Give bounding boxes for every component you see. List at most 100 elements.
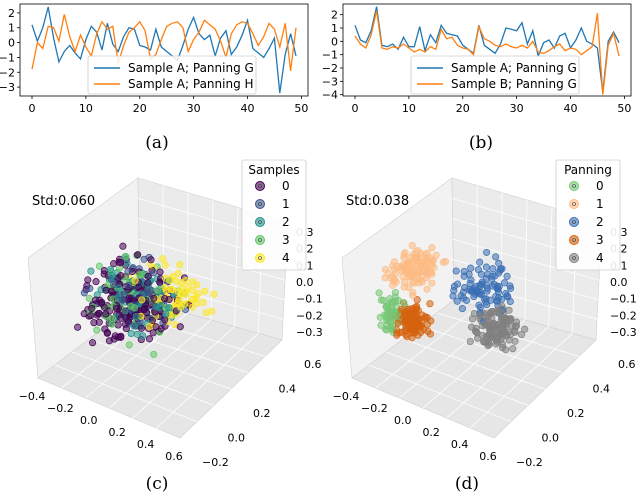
data-point bbox=[119, 242, 127, 250]
data-point bbox=[482, 263, 490, 271]
data-point bbox=[383, 326, 391, 334]
data-point bbox=[382, 303, 390, 311]
data-point bbox=[201, 287, 209, 295]
y-tick-label: −0.2 bbox=[516, 456, 543, 469]
data-point bbox=[377, 321, 385, 329]
x-tick-label: 0.4 bbox=[451, 438, 469, 451]
data-point bbox=[495, 294, 503, 302]
caption-a: (a) bbox=[145, 133, 168, 153]
y-tick-label: −1 bbox=[0, 51, 15, 64]
data-point bbox=[85, 294, 93, 302]
legend-marker bbox=[569, 235, 579, 245]
data-point bbox=[407, 312, 415, 320]
data-point bbox=[476, 258, 484, 266]
data-point bbox=[89, 339, 97, 347]
data-point bbox=[208, 307, 216, 315]
data-point bbox=[175, 294, 183, 303]
y-tick-label: −1 bbox=[322, 49, 338, 62]
series-line-1 bbox=[31, 14, 297, 71]
legend-label: Sample B; Panning G bbox=[451, 77, 577, 91]
data-point bbox=[117, 333, 125, 341]
legend-box bbox=[87, 55, 257, 95]
data-point bbox=[161, 261, 169, 269]
data-point bbox=[494, 338, 502, 346]
data-point bbox=[480, 295, 488, 303]
data-point bbox=[131, 277, 139, 285]
data-point bbox=[476, 282, 484, 290]
legend-label: 0 bbox=[596, 179, 604, 193]
data-point bbox=[391, 288, 400, 297]
data-point bbox=[127, 302, 135, 310]
data-point bbox=[166, 276, 174, 284]
data-point bbox=[488, 275, 496, 283]
data-point bbox=[500, 279, 509, 287]
data-point bbox=[144, 272, 152, 280]
y-tick-label: 0.2 bbox=[253, 407, 271, 420]
data-point bbox=[102, 310, 110, 318]
data-point bbox=[375, 289, 383, 297]
x-tick-label: 0.2 bbox=[108, 426, 126, 439]
data-point bbox=[80, 289, 88, 297]
std-annotation-c: Std:0.060 bbox=[32, 194, 95, 209]
data-point bbox=[112, 304, 121, 312]
data-point bbox=[210, 290, 218, 298]
x-tick-label: 0.0 bbox=[80, 414, 98, 427]
data-point bbox=[165, 304, 173, 312]
x-tick-label: 0 bbox=[352, 102, 359, 115]
data-point bbox=[193, 281, 201, 289]
data-point bbox=[465, 270, 473, 278]
data-point bbox=[140, 306, 148, 314]
data-point bbox=[392, 269, 400, 277]
data-point bbox=[412, 320, 420, 328]
data-point bbox=[486, 325, 494, 333]
data-point bbox=[80, 310, 88, 318]
legend-label: 1 bbox=[596, 197, 604, 211]
data-point bbox=[495, 308, 504, 316]
data-point bbox=[157, 325, 165, 333]
legend-label: 4 bbox=[282, 251, 290, 265]
data-point bbox=[414, 331, 422, 339]
data-point bbox=[414, 268, 422, 276]
data-point bbox=[176, 323, 184, 331]
data-point bbox=[521, 325, 529, 333]
z-tick-label: −0.3 bbox=[610, 326, 637, 339]
legend-label: 3 bbox=[282, 233, 290, 247]
legend-label: 3 bbox=[596, 233, 604, 247]
data-point bbox=[408, 278, 417, 286]
data-point bbox=[512, 322, 521, 330]
data-point bbox=[400, 283, 408, 291]
y-tick-label: −2 bbox=[322, 62, 338, 75]
x-tick-label: 0.0 bbox=[394, 414, 412, 427]
scatter3d-c: −0.4−0.20.00.20.40.60.60.40.20.0−0.20.30… bbox=[19, 159, 323, 469]
data-point bbox=[414, 247, 422, 255]
data-point bbox=[125, 341, 133, 349]
data-point bbox=[415, 275, 423, 283]
y-tick-label: 0.0 bbox=[542, 432, 560, 445]
data-point bbox=[507, 284, 515, 292]
z-tick-label: −0.2 bbox=[610, 309, 637, 322]
y-tick-label: 0.4 bbox=[593, 383, 611, 396]
data-point bbox=[87, 267, 95, 275]
caption-c: (c) bbox=[146, 474, 169, 492]
data-point bbox=[93, 326, 101, 334]
std-annotation-d: Std:0.038 bbox=[346, 194, 409, 209]
data-point bbox=[413, 296, 421, 304]
x-tick-label: 20 bbox=[133, 102, 147, 115]
data-point bbox=[130, 322, 138, 330]
y-tick-label: −2 bbox=[0, 66, 15, 79]
data-point bbox=[441, 257, 450, 266]
data-point bbox=[87, 312, 95, 320]
data-point bbox=[95, 318, 103, 326]
data-point bbox=[432, 251, 440, 259]
legend-label: Sample A; Panning G bbox=[128, 61, 254, 75]
data-point bbox=[423, 273, 431, 282]
data-point bbox=[452, 267, 460, 275]
data-point bbox=[474, 266, 482, 274]
data-point bbox=[409, 291, 417, 299]
legend-marker-ring bbox=[572, 220, 576, 224]
data-point bbox=[394, 319, 402, 327]
data-point bbox=[167, 285, 176, 293]
x-tick-label: 40 bbox=[241, 102, 255, 115]
